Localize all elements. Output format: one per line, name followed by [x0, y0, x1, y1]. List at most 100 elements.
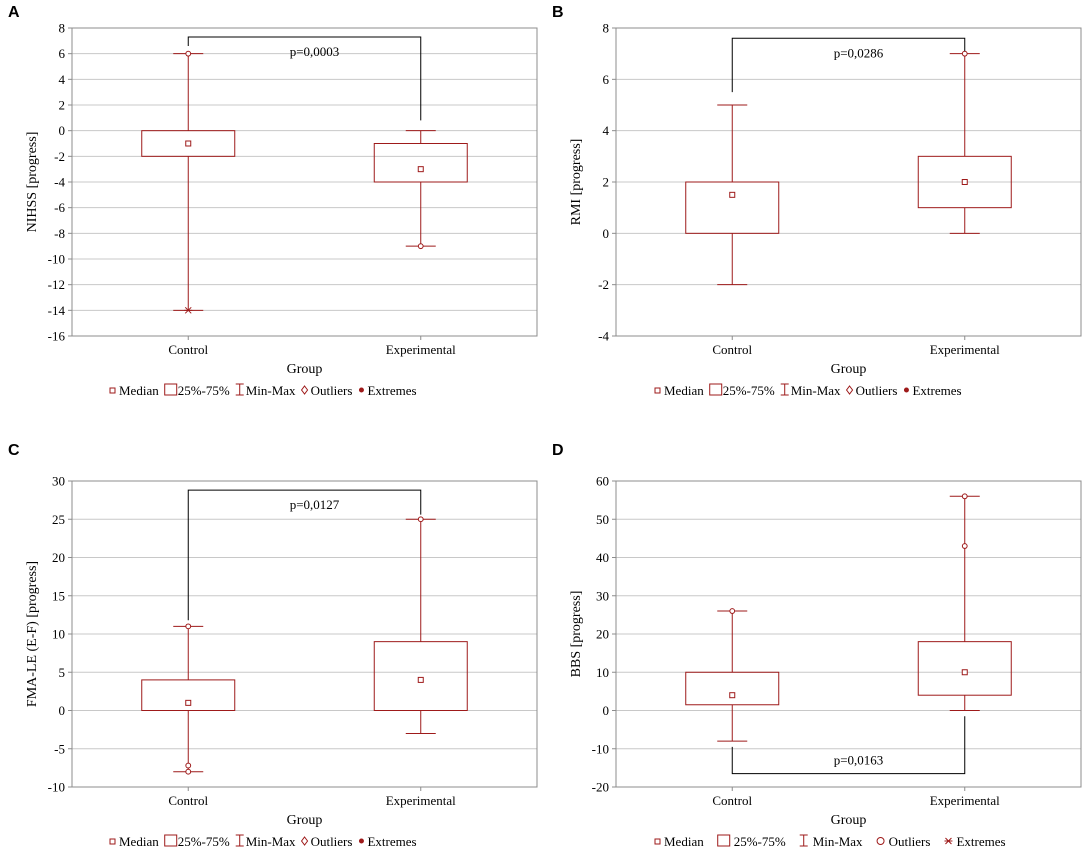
iqr-box: [685, 671, 780, 706]
legend: Median 25%-75% Min-Max Outliers Extremes: [109, 383, 417, 398]
legend-label: Min-Max: [791, 383, 841, 398]
y-tick-label: -12: [48, 277, 65, 292]
y-tick-label: -8: [54, 226, 65, 241]
median-marker: [185, 699, 192, 706]
x-tick-label: Experimental: [386, 342, 456, 357]
significance-bracket: [731, 37, 966, 93]
y-axis-title: NIHSS [progress]: [25, 132, 40, 233]
median-marker: [185, 140, 192, 147]
outlier-point: [961, 543, 968, 549]
panel-letter: C: [8, 442, 20, 459]
panel-letter: B: [552, 4, 564, 21]
y-tick-label: -10: [48, 252, 65, 267]
y-tick-label: 6: [603, 72, 610, 87]
y-tick-label: 2: [59, 98, 66, 113]
chart-panel-d: D -20 -10 0 10 20 30 40 50 60 Control Experimental G…: [552, 442, 1082, 849]
y-tick-label: 15: [52, 588, 65, 603]
legend-box-symbol: [164, 383, 178, 396]
legend-outlier-symbol: [876, 837, 885, 845]
y-tick-label: 60: [596, 474, 609, 489]
outlier-point: [185, 50, 192, 57]
legend-label: Median: [119, 383, 159, 398]
y-tick-label: 2: [603, 175, 610, 190]
iqr-box: [141, 130, 236, 157]
outlier-point: [417, 243, 424, 250]
y-tick-label: 25: [52, 512, 65, 527]
iqr-box: [373, 641, 468, 712]
x-axis-title: Group: [287, 813, 323, 828]
legend-label: Outliers: [311, 834, 353, 849]
legend-label: 25%-75%: [734, 834, 786, 849]
chart-panel-c: C -10 -5 0 5 10 15 20 25 30 Control Experimental Gro…: [8, 442, 538, 849]
y-axis-title: BBS [progress]: [569, 591, 584, 678]
median-marker: [729, 692, 736, 699]
legend-outlier-symbol: [845, 385, 854, 395]
y-tick-label: 40: [596, 550, 609, 565]
legend-label: Min-Max: [813, 834, 863, 849]
legend-label: Outliers: [856, 383, 898, 398]
legend-extreme-symbol: [944, 837, 953, 845]
p-value-label: p=0,0127: [290, 497, 340, 512]
y-tick-label: -5: [54, 741, 65, 756]
legend-outlier-symbol: [300, 836, 309, 846]
extreme-point: [184, 306, 193, 314]
y-tick-label: -2: [598, 277, 609, 292]
y-tick-label: 30: [52, 474, 65, 489]
iqr-box: [373, 143, 468, 183]
y-tick-label: 50: [596, 512, 609, 527]
x-axis-title: Group: [831, 362, 867, 377]
legend: Median 25%-75% Min-Max Outliers Extremes: [654, 834, 1006, 849]
y-tick-label: -4: [598, 329, 609, 344]
legend-label: 25%-75%: [723, 383, 775, 398]
y-tick-label: -10: [48, 780, 65, 795]
outlier-point: [185, 768, 192, 775]
p-value-label: p=0,0163: [834, 753, 884, 768]
y-axis-title: RMI [progress]: [569, 139, 584, 226]
outlier-point: [185, 762, 192, 769]
outlier-point: [961, 50, 968, 57]
x-tick-label: Control: [712, 342, 752, 357]
outlier-point: [185, 623, 192, 630]
y-tick-label: 0: [603, 703, 610, 718]
legend-label: Median: [664, 834, 704, 849]
y-tick-label: -6: [54, 200, 65, 215]
y-tick-label: 0: [59, 123, 66, 138]
legend-label: 25%-75%: [178, 383, 230, 398]
legend-label: Min-Max: [246, 834, 296, 849]
y-tick-label: -16: [48, 329, 66, 344]
legend-label: Outliers: [889, 834, 931, 849]
x-axis-title: Group: [287, 362, 323, 377]
x-tick-label: Control: [168, 342, 208, 357]
legend-median-symbol: [654, 387, 661, 394]
significance-bracket: [731, 716, 966, 775]
legend-label: Extremes: [367, 834, 416, 849]
legend-label: Min-Max: [246, 383, 296, 398]
panel-letter: A: [8, 4, 20, 21]
iqr-box: [917, 155, 1012, 209]
outlier-point: [729, 608, 736, 614]
legend-label: Extremes: [912, 383, 961, 398]
legend-box-symbol: [164, 834, 178, 847]
y-tick-label: 8: [603, 21, 610, 36]
legend-extreme-symbol: [358, 838, 364, 844]
y-tick-label: 4: [603, 123, 610, 138]
legend-box-symbol: [717, 834, 731, 847]
legend-label: 25%-75%: [178, 834, 230, 849]
x-axis-title: Group: [831, 813, 867, 828]
legend-extreme-symbol: [903, 387, 909, 393]
chart-panel-a: A -16 -14 -12 -10 -8 -6 -4 -2 0 2 4 6 8 Control Experim…: [8, 4, 538, 398]
legend-median-symbol: [654, 838, 661, 845]
legend-label: Median: [664, 383, 704, 398]
significance-bracket: [187, 489, 422, 621]
legend-median-symbol: [109, 387, 116, 394]
iqr-box: [685, 181, 780, 234]
y-tick-label: 5: [59, 665, 66, 680]
y-tick-label: 20: [52, 550, 65, 565]
y-tick-label: 6: [59, 46, 66, 61]
y-tick-label: -10: [592, 741, 609, 756]
median-marker: [729, 191, 736, 198]
y-tick-label: 0: [59, 703, 66, 718]
legend-extreme-symbol: [358, 387, 364, 393]
legend: Median 25%-75% Min-Max Outliers Extremes: [109, 834, 417, 849]
